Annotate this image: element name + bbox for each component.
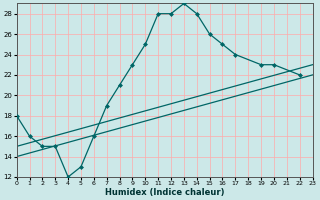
X-axis label: Humidex (Indice chaleur): Humidex (Indice chaleur) bbox=[105, 188, 224, 197]
